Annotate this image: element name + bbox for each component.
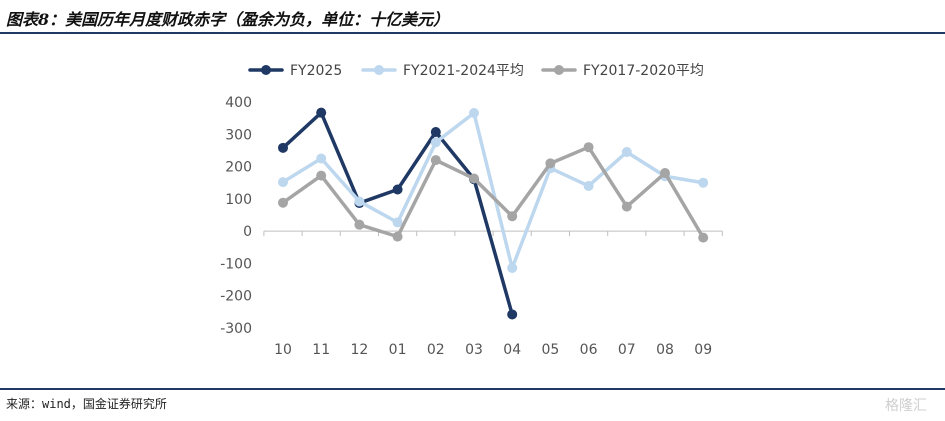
x-tick-label: 02 [427,342,445,358]
data-point [583,180,594,191]
title-rule [0,32,945,34]
data-point [583,142,594,153]
y-tick-label: -300 [220,321,252,337]
data-point [430,127,441,138]
legend-label: FY2021-2024平均 [403,63,524,79]
x-tick-label: 06 [580,342,598,358]
data-point [316,107,327,118]
y-tick-label: 100 [225,192,252,208]
line-chart: 400 300 200 100 0 -100 -200 -300 10 11 12 01 02 03 04 0… [220,63,723,358]
legend-marker [554,65,564,75]
watermark-logo: 格隆汇 [885,398,927,414]
footer-rule [0,388,945,390]
data-point [392,184,403,195]
x-tick-label: 04 [503,342,521,358]
series-line [281,145,705,240]
data-point [430,137,441,148]
y-tick-label: 400 [225,95,252,111]
data-point [316,170,327,181]
data-point [316,153,327,164]
data-point [545,158,556,169]
y-tick-label: -100 [220,256,252,272]
title-bar: 图表8：美国历年月度财政赤字（盈余为负，单位：十亿美元） [0,0,945,34]
chart-title: 图表8：美国历年月度财政赤字（盈余为负，单位：十亿美元） [6,10,450,29]
x-tick-label: 10 [274,342,292,358]
x-tick-label: 09 [694,342,712,358]
y-tick-label: -200 [220,289,252,305]
data-point [278,197,288,208]
source-note: 来源：wind，国金证券研究所 [6,397,167,411]
legend-marker [261,65,271,75]
x-tick-label: 11 [312,342,330,358]
y-tick-label: 300 [225,127,252,143]
x-tick-label: 12 [350,342,368,358]
data-point [469,173,479,184]
legend-label: FY2017-2020平均 [583,63,704,79]
data-point [621,201,632,212]
x-tick-label: 01 [389,342,407,358]
data-point [507,309,518,320]
series-line [281,111,705,270]
x-tick-label: 07 [618,342,636,358]
y-tick-label: 200 [225,160,252,176]
series-line [281,110,514,317]
data-point [507,262,518,273]
data-point [430,155,441,166]
data-point [392,231,403,242]
data-point [392,217,403,228]
data-point [621,147,632,158]
data-point [698,232,709,243]
data-point [698,177,709,188]
x-tick-label: 08 [656,342,674,358]
legend-label: FY2025 [290,63,342,79]
data-point [660,168,670,179]
data-point [354,219,365,230]
y-tick-label: 0 [243,224,252,240]
data-point [507,211,518,222]
data-point [278,142,288,153]
data-point [354,196,365,207]
x-tick-label: 05 [541,342,559,358]
legend-marker [374,65,384,75]
x-tick-label: 03 [465,342,483,358]
data-point [278,177,288,188]
data-point [469,107,479,118]
